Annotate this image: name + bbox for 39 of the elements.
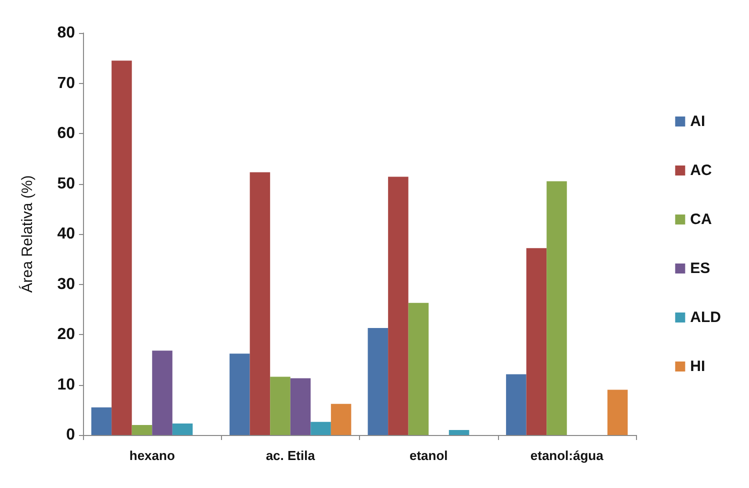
x-tick-label: etanol bbox=[409, 448, 448, 463]
y-tick-label: 10 bbox=[57, 376, 76, 394]
bar bbox=[152, 350, 172, 435]
bar bbox=[91, 407, 112, 435]
y-axis-title: Área Relativa (%) bbox=[18, 175, 36, 293]
bar bbox=[230, 354, 250, 435]
bar bbox=[290, 378, 311, 435]
legend-label: ES bbox=[690, 260, 710, 277]
bar bbox=[132, 424, 152, 435]
y-tick-label: 60 bbox=[57, 125, 76, 142]
bar bbox=[368, 328, 388, 435]
legend-label: CA bbox=[690, 211, 712, 228]
bar bbox=[112, 60, 132, 435]
bar bbox=[330, 404, 352, 435]
bar bbox=[546, 181, 567, 435]
legend-label: AI bbox=[690, 113, 706, 130]
x-tick-label: hexano bbox=[129, 448, 175, 463]
legend-label: HI bbox=[690, 358, 706, 375]
bar bbox=[408, 302, 429, 435]
bar bbox=[607, 390, 628, 435]
y-tick-label: 80 bbox=[57, 24, 76, 42]
bar bbox=[448, 430, 470, 435]
bar bbox=[526, 248, 547, 435]
bar bbox=[172, 423, 193, 435]
y-tick-label: 40 bbox=[57, 226, 76, 242]
x-tick-label: ac. Etila bbox=[266, 448, 316, 463]
y-tick-label: 30 bbox=[57, 276, 76, 293]
bar bbox=[310, 422, 331, 435]
y-tick-label: 0 bbox=[66, 426, 76, 444]
y-tick-label: 50 bbox=[57, 175, 76, 192]
y-tick-label: 70 bbox=[57, 74, 76, 92]
legend-label: AC bbox=[690, 162, 712, 179]
x-tick-label: etanol:água bbox=[530, 448, 604, 463]
y-tick-label: 20 bbox=[57, 326, 76, 343]
bar bbox=[270, 376, 290, 435]
bar bbox=[250, 172, 270, 435]
legend-label: ALD bbox=[690, 309, 722, 326]
bar bbox=[506, 374, 526, 435]
bar bbox=[388, 176, 408, 435]
